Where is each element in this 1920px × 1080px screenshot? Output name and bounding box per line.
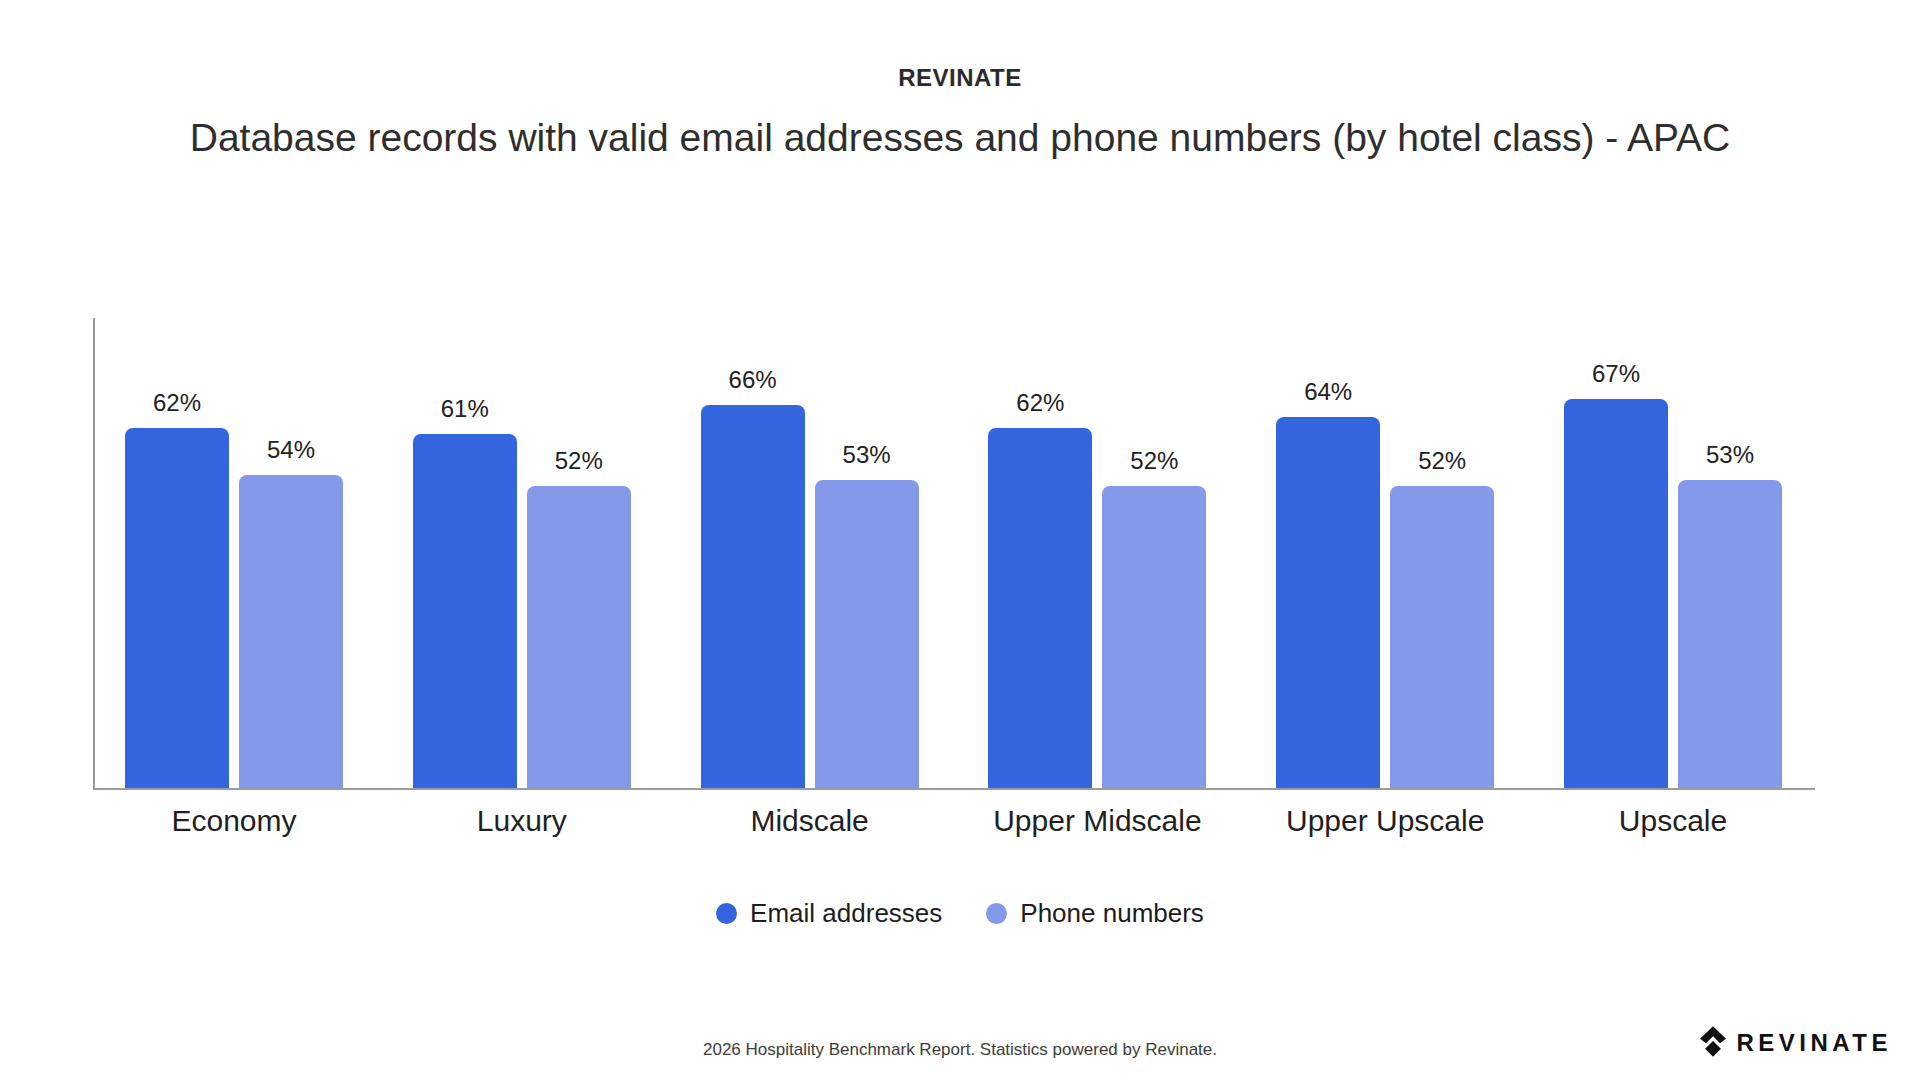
bar-value-label: 66%: [729, 366, 777, 394]
bar-unit: 52%: [1102, 447, 1206, 788]
legend-item-phone: Phone numbers: [986, 898, 1204, 929]
logo-text: REVINATE: [1736, 1029, 1892, 1057]
bar-group: 67%53%Upscale: [1564, 318, 1782, 788]
email-swatch-icon: [716, 903, 737, 924]
bar: [413, 434, 517, 788]
bar-group: 66%53%Midscale: [701, 318, 919, 788]
bar: [1276, 417, 1380, 788]
bar-unit: 53%: [815, 441, 919, 788]
plot-area: 62%54%Economy61%52%Luxury66%53%Midscale6…: [93, 318, 1815, 790]
bar-value-label: 52%: [555, 447, 603, 475]
bar: [527, 486, 631, 788]
bar-unit: 62%: [125, 389, 229, 788]
bar-value-label: 67%: [1592, 360, 1640, 388]
bar-value-label: 54%: [267, 436, 315, 464]
bar-value-label: 62%: [1016, 389, 1064, 417]
bar-value-label: 52%: [1418, 447, 1466, 475]
category-label: Economy: [171, 804, 296, 838]
bar-value-label: 52%: [1130, 447, 1178, 475]
bar-unit: 67%: [1564, 360, 1668, 788]
legend-item-email: Email addresses: [716, 898, 942, 929]
bar-group: 64%52%Upper Upscale: [1276, 318, 1494, 788]
bar-group: 62%52%Upper Midscale: [988, 318, 1206, 788]
legend: Email addresses Phone numbers: [0, 898, 1920, 929]
bar: [1390, 486, 1494, 788]
bar: [239, 475, 343, 788]
bar-unit: 53%: [1678, 441, 1782, 788]
legend-label: Email addresses: [750, 898, 942, 929]
bar-value-label: 53%: [843, 441, 891, 469]
bar: [125, 428, 229, 788]
bar-unit: 52%: [527, 447, 631, 788]
bar-unit: 61%: [413, 395, 517, 788]
category-label: Upper Upscale: [1286, 804, 1484, 838]
bar-group: 61%52%Luxury: [413, 318, 631, 788]
bar: [701, 405, 805, 788]
bar-unit: 66%: [701, 366, 805, 788]
brand-header: REVINATE: [0, 64, 1920, 92]
chart-page: REVINATE Database records with valid ema…: [0, 0, 1920, 1080]
category-label: Upscale: [1619, 804, 1727, 838]
category-label: Upper Midscale: [993, 804, 1201, 838]
bar-value-label: 64%: [1304, 378, 1352, 406]
category-label: Midscale: [750, 804, 868, 838]
footer-note: 2026 Hospitality Benchmark Report. Stati…: [0, 1040, 1920, 1060]
phone-swatch-icon: [986, 903, 1007, 924]
revinate-mark-icon: [1700, 1026, 1726, 1059]
revinate-logo: REVINATE: [1700, 1026, 1892, 1059]
bar: [988, 428, 1092, 788]
legend-label: Phone numbers: [1020, 898, 1204, 929]
bar: [815, 480, 919, 788]
bar-value-label: 62%: [153, 389, 201, 417]
bar-group: 62%54%Economy: [125, 318, 343, 788]
category-label: Luxury: [477, 804, 567, 838]
bar: [1678, 480, 1782, 788]
bar: [1102, 486, 1206, 788]
bar-unit: 52%: [1390, 447, 1494, 788]
bar-unit: 62%: [988, 389, 1092, 788]
bar: [1564, 399, 1668, 788]
bar-value-label: 61%: [441, 395, 489, 423]
bar-groups: 62%54%Economy61%52%Luxury66%53%Midscale6…: [95, 318, 1815, 788]
bar-value-label: 53%: [1706, 441, 1754, 469]
bar-unit: 64%: [1276, 378, 1380, 788]
page-title: Database records with valid email addres…: [0, 116, 1920, 160]
bar-unit: 54%: [239, 436, 343, 788]
